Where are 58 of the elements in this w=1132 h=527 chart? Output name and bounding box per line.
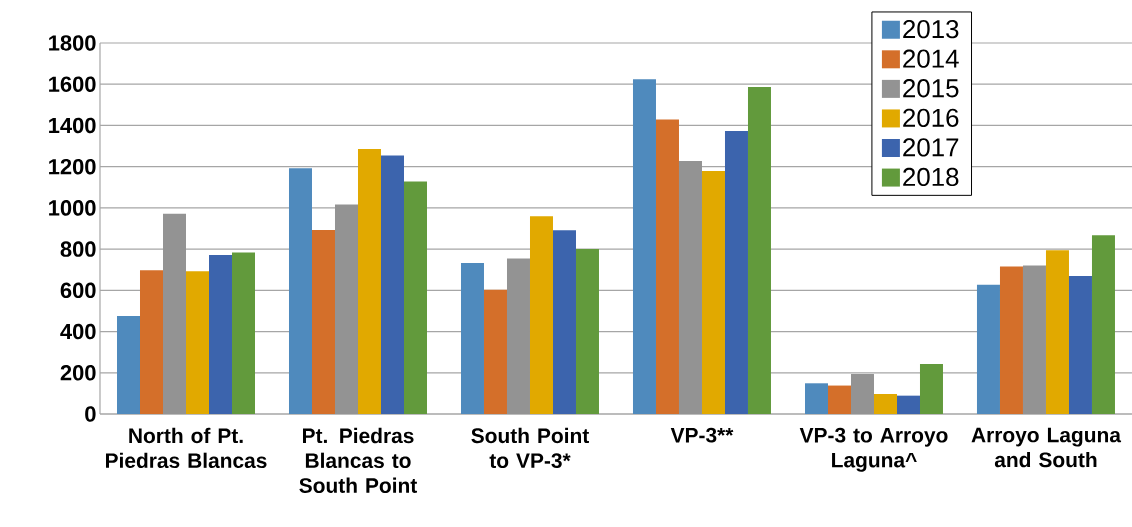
bar <box>460 262 484 414</box>
bar <box>575 248 599 414</box>
bar <box>873 394 897 414</box>
y-tick-label: 1000 <box>49 200 96 216</box>
bar <box>850 374 874 414</box>
bar <box>140 270 163 414</box>
bar <box>506 258 530 414</box>
y-tick-label: 1800 <box>49 35 96 51</box>
x-tick-label: Arroyo Laguna and South <box>971 427 1122 468</box>
x-tick-label: VP-3 to Arroyo Laguna^ <box>799 427 948 472</box>
x-tick-label: South Point to VP-3* <box>471 427 590 469</box>
bar <box>483 289 507 414</box>
bar <box>552 230 576 414</box>
bar <box>380 155 404 414</box>
bar <box>1022 265 1046 414</box>
legend-label: 2016 <box>903 108 959 127</box>
y-tick-label: 600 <box>60 282 96 299</box>
bar <box>827 385 851 414</box>
legend-label: 2018 <box>903 167 959 187</box>
x-tick-label: VP-3** <box>670 427 734 443</box>
bar <box>976 284 1000 414</box>
bar <box>288 168 312 414</box>
bar <box>919 363 943 414</box>
bar <box>999 266 1023 414</box>
bar <box>163 213 186 414</box>
bar <box>357 148 381 414</box>
bar <box>632 79 656 414</box>
bar <box>232 252 255 414</box>
x-tick-label: Pt. Piedras Blancas to South Point <box>299 427 418 493</box>
bar <box>701 170 725 414</box>
bar <box>1068 275 1092 414</box>
legend-label: 2014 <box>903 49 959 68</box>
bar <box>804 383 828 414</box>
bar <box>186 271 209 414</box>
bar <box>678 160 702 414</box>
legend-label: 2017 <box>903 138 959 157</box>
bar <box>1045 250 1069 414</box>
bar <box>311 229 335 414</box>
y-tick-label: 200 <box>60 365 96 381</box>
bar <box>117 316 140 414</box>
bar <box>334 204 358 414</box>
bar <box>655 119 679 414</box>
y-tick-label: 1200 <box>49 158 96 175</box>
bar <box>724 131 748 414</box>
y-tick-label: 1600 <box>49 76 96 92</box>
x-tick-label: North of Pt. Piedras Blancas <box>106 427 267 469</box>
legend-label: 2015 <box>903 79 959 98</box>
y-tick-label: 800 <box>60 241 96 257</box>
legend-label: 2013 <box>903 19 959 39</box>
bar <box>1091 235 1115 414</box>
bar <box>209 254 232 414</box>
bar <box>529 216 553 414</box>
bar <box>896 395 920 414</box>
y-tick-label: 0 <box>85 406 96 422</box>
bar <box>404 181 427 414</box>
y-tick-label: 1400 <box>49 117 96 134</box>
bar <box>747 87 771 414</box>
y-tick-label: 400 <box>60 323 96 340</box>
